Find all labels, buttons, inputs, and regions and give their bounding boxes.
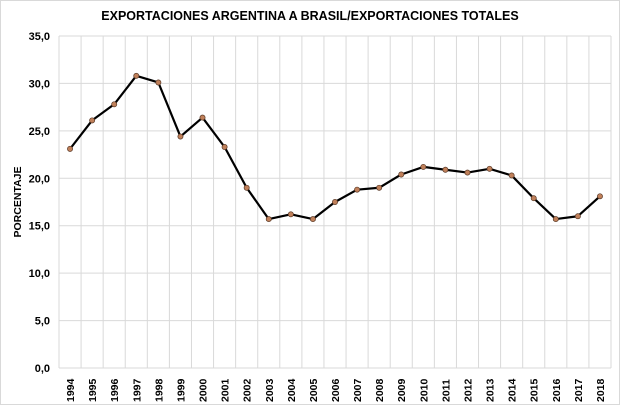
y-tick-label: 35,0 [29, 31, 50, 43]
data-point [111, 101, 118, 108]
data-point [265, 216, 272, 223]
y-tick-label: 25,0 [29, 126, 50, 138]
x-tick-label: 2011 [440, 379, 452, 402]
x-tick-label: 2009 [396, 378, 408, 402]
data-point [67, 145, 73, 152]
data-point [574, 213, 581, 220]
y-tick-label: 5,0 [35, 316, 50, 328]
x-tick-label: 2016 [551, 378, 563, 402]
data-point [486, 165, 493, 172]
x-tick-label: 2017 [573, 378, 585, 402]
y-tick-label: 10,0 [29, 268, 50, 280]
data-point [89, 117, 96, 124]
data-point [597, 193, 603, 200]
x-tick-label: 2002 [242, 378, 254, 402]
data-point [376, 184, 383, 191]
data-point [133, 72, 140, 79]
y-axis-label: PORCENTAJE [12, 167, 24, 238]
x-tick-label: 1995 [87, 378, 99, 402]
x-tick-label: 1996 [109, 378, 121, 402]
x-tick-label: 2013 [485, 378, 497, 402]
y-tick-label: 20,0 [29, 173, 50, 185]
data-point [552, 216, 559, 223]
x-tick-label: 2004 [286, 378, 298, 402]
chart-title: EXPORTACIONES ARGENTINA A BRASIL/EXPORTA… [101, 9, 518, 23]
y-tick-label: 15,0 [29, 221, 50, 233]
x-tick-label: 1998 [153, 378, 165, 402]
data-point [508, 172, 515, 179]
data-point [530, 195, 537, 202]
data-point [354, 186, 361, 193]
x-tick-label: 1997 [131, 378, 143, 402]
data-point [221, 144, 228, 150]
data-point [155, 79, 162, 86]
x-tick-label: 2018 [595, 378, 607, 402]
data-point [243, 184, 250, 191]
data-point [177, 133, 184, 140]
y-tick-label: 0,0 [35, 363, 50, 375]
data-point [332, 199, 338, 205]
x-tick-label: 1999 [175, 378, 187, 402]
data-point [199, 114, 206, 121]
data-point [287, 211, 294, 218]
x-tick-label: 2015 [529, 378, 541, 402]
x-tick-label: 2005 [308, 378, 320, 402]
data-point [420, 163, 427, 170]
data-point [309, 216, 316, 223]
y-tick-label: 30,0 [29, 78, 50, 90]
x-tick-label: 2001 [220, 378, 232, 402]
x-tick-label: 2000 [198, 378, 210, 402]
x-tick-label: 2007 [352, 378, 364, 402]
x-tick-label: 2003 [264, 378, 276, 402]
data-point [398, 171, 405, 178]
x-tick-label: 2014 [507, 378, 519, 402]
x-tick-label: 2012 [462, 378, 474, 402]
data-point [464, 169, 471, 176]
data-point [442, 166, 449, 173]
x-tick-label: 2008 [374, 378, 386, 402]
x-tick-label: 1994 [65, 378, 77, 402]
x-tick-label: 2006 [330, 378, 342, 402]
x-tick-label: 2010 [418, 378, 430, 402]
